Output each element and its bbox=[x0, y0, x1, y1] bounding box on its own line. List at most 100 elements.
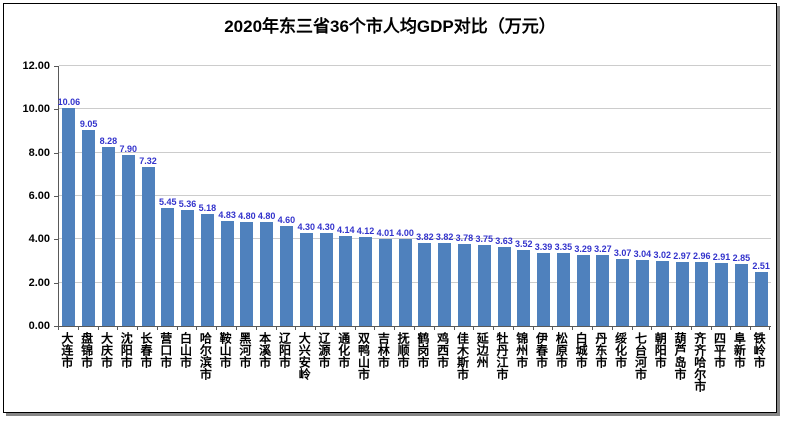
bar-value-label: 4.80 bbox=[238, 211, 256, 221]
gridline bbox=[59, 195, 771, 196]
bar bbox=[517, 249, 531, 326]
x-tick-mark bbox=[295, 327, 296, 330]
bar-value-label: 5.18 bbox=[198, 202, 217, 213]
x-tick-mark bbox=[355, 327, 356, 330]
x-category-label: 阜新市 bbox=[732, 332, 747, 368]
x-tick-mark bbox=[374, 327, 375, 330]
x-tick-mark bbox=[216, 327, 217, 330]
x-tick-mark bbox=[691, 327, 692, 330]
x-tick-mark bbox=[711, 327, 712, 330]
bar bbox=[279, 226, 293, 326]
x-tick-mark bbox=[394, 327, 395, 330]
bar bbox=[734, 264, 748, 326]
bar bbox=[260, 222, 274, 326]
x-category-label: 牡丹江市 bbox=[495, 332, 509, 380]
x-category-label: 佳木斯市 bbox=[455, 332, 470, 380]
x-tick-mark bbox=[552, 327, 553, 330]
x-category-label: 白城市 bbox=[574, 332, 589, 368]
x-category-label: 辽源市 bbox=[317, 332, 331, 368]
x-tick-mark bbox=[157, 327, 158, 330]
x-category-label: 通化市 bbox=[336, 332, 351, 368]
y-tick-label: 2.00 bbox=[28, 276, 50, 289]
bar bbox=[141, 167, 155, 326]
bar bbox=[101, 146, 115, 326]
bar bbox=[497, 247, 511, 326]
x-category-label: 七台河市 bbox=[633, 332, 648, 380]
x-tick-mark bbox=[572, 327, 573, 330]
bar-value-label: 7.90 bbox=[119, 143, 137, 154]
x-category-label: 哈尔滨市 bbox=[198, 332, 213, 380]
plot-area: 10.06 9.05 8.28 7.90 7.32 5.45 5.36 5.18 4.83 4.8… bbox=[58, 65, 771, 327]
bar-value-label: 7.32 bbox=[139, 156, 157, 167]
x-tick-mark bbox=[671, 327, 672, 330]
bar-value-label: 2.51 bbox=[752, 260, 770, 271]
y-tick-mark bbox=[54, 326, 58, 327]
bar-value-label: 2.91 bbox=[712, 251, 731, 262]
gridline bbox=[59, 65, 771, 66]
bar bbox=[695, 261, 709, 326]
bar bbox=[616, 259, 630, 326]
bar-value-label: 4.83 bbox=[218, 210, 236, 221]
bar-value-label: 4.30 bbox=[317, 221, 335, 232]
x-tick-mark bbox=[750, 327, 751, 330]
y-tick-mark bbox=[54, 66, 58, 67]
bar-value-label: 4.00 bbox=[396, 228, 414, 239]
bar-value-label: 3.27 bbox=[594, 244, 612, 255]
gridline bbox=[59, 151, 771, 153]
x-category-label: 本溪市 bbox=[257, 332, 272, 368]
y-axis: 0.00 2.00 4.00 6.00 8.00 10.00 12.00 bbox=[4, 60, 54, 332]
bar-value-label: 10.06 bbox=[57, 97, 81, 108]
bar-value-label: 3.52 bbox=[515, 238, 533, 249]
y-tick-mark bbox=[54, 152, 58, 154]
gridline bbox=[59, 108, 771, 110]
x-category-label: 白山市 bbox=[178, 332, 193, 368]
y-tick-label: 12.00 bbox=[22, 60, 50, 72]
chart-title: 2020年东三省36个市人均GDP对比（万元） bbox=[224, 17, 556, 36]
bar-value-label: 4.12 bbox=[356, 225, 375, 236]
bar-value-label: 4.14 bbox=[337, 225, 355, 236]
x-tick-mark bbox=[473, 327, 474, 330]
x-category-label: 松原市 bbox=[554, 332, 569, 368]
bar bbox=[596, 255, 610, 326]
x-tick-mark bbox=[730, 327, 731, 330]
bar-value-label: 3.02 bbox=[653, 249, 671, 260]
bar-value-label: 3.35 bbox=[554, 242, 573, 253]
x-axis: 大连市 盘锦市 大庆市 沈阳市 长春市 营口市 白山市 哈尔滨市 鞍山市 黑河市 本溪市 辽阳市 大兴安… bbox=[58, 327, 770, 409]
bar bbox=[359, 236, 373, 326]
bar bbox=[635, 260, 649, 326]
x-tick-mark bbox=[651, 327, 652, 330]
x-category-label: 齐齐哈尔市 bbox=[692, 332, 707, 392]
bar bbox=[477, 244, 491, 326]
bar-value-label: 3.78 bbox=[455, 233, 474, 244]
x-tick-mark bbox=[137, 327, 138, 330]
bar bbox=[556, 253, 570, 326]
bar-value-label: 2.96 bbox=[693, 250, 711, 261]
bar-value-label: 4.60 bbox=[277, 215, 296, 226]
x-tick-mark bbox=[632, 327, 633, 330]
x-category-label: 双鸭山市 bbox=[356, 332, 371, 380]
x-category-label: 朝阳市 bbox=[653, 332, 668, 368]
x-tick-mark bbox=[533, 327, 534, 330]
bar bbox=[398, 239, 412, 326]
bar bbox=[339, 236, 353, 326]
x-category-label: 鞍山市 bbox=[218, 332, 233, 368]
x-category-label: 丹东市 bbox=[593, 332, 608, 368]
x-tick-mark bbox=[769, 327, 770, 330]
bar bbox=[161, 207, 175, 326]
bar-value-label: 5.45 bbox=[159, 196, 177, 207]
bar bbox=[299, 232, 313, 326]
bar bbox=[457, 244, 471, 326]
bar-value-label: 9.05 bbox=[79, 118, 98, 129]
x-category-label: 锦州市 bbox=[514, 332, 529, 368]
chart-frame: 2020年东三省36个市人均GDP对比（万元） 0.00 2.00 4.00 6.00… bbox=[3, 3, 777, 413]
x-category-label: 葫芦岛市 bbox=[673, 332, 687, 380]
x-category-label: 伊春市 bbox=[534, 332, 549, 368]
bar bbox=[378, 239, 392, 326]
x-tick-mark bbox=[454, 327, 455, 330]
bar-value-label: 3.29 bbox=[574, 243, 592, 254]
bar-value-label: 5.36 bbox=[178, 198, 197, 209]
x-tick-mark bbox=[276, 327, 277, 330]
x-category-label: 吉林市 bbox=[376, 332, 391, 368]
x-tick-mark bbox=[117, 327, 118, 330]
x-tick-mark bbox=[315, 327, 316, 330]
